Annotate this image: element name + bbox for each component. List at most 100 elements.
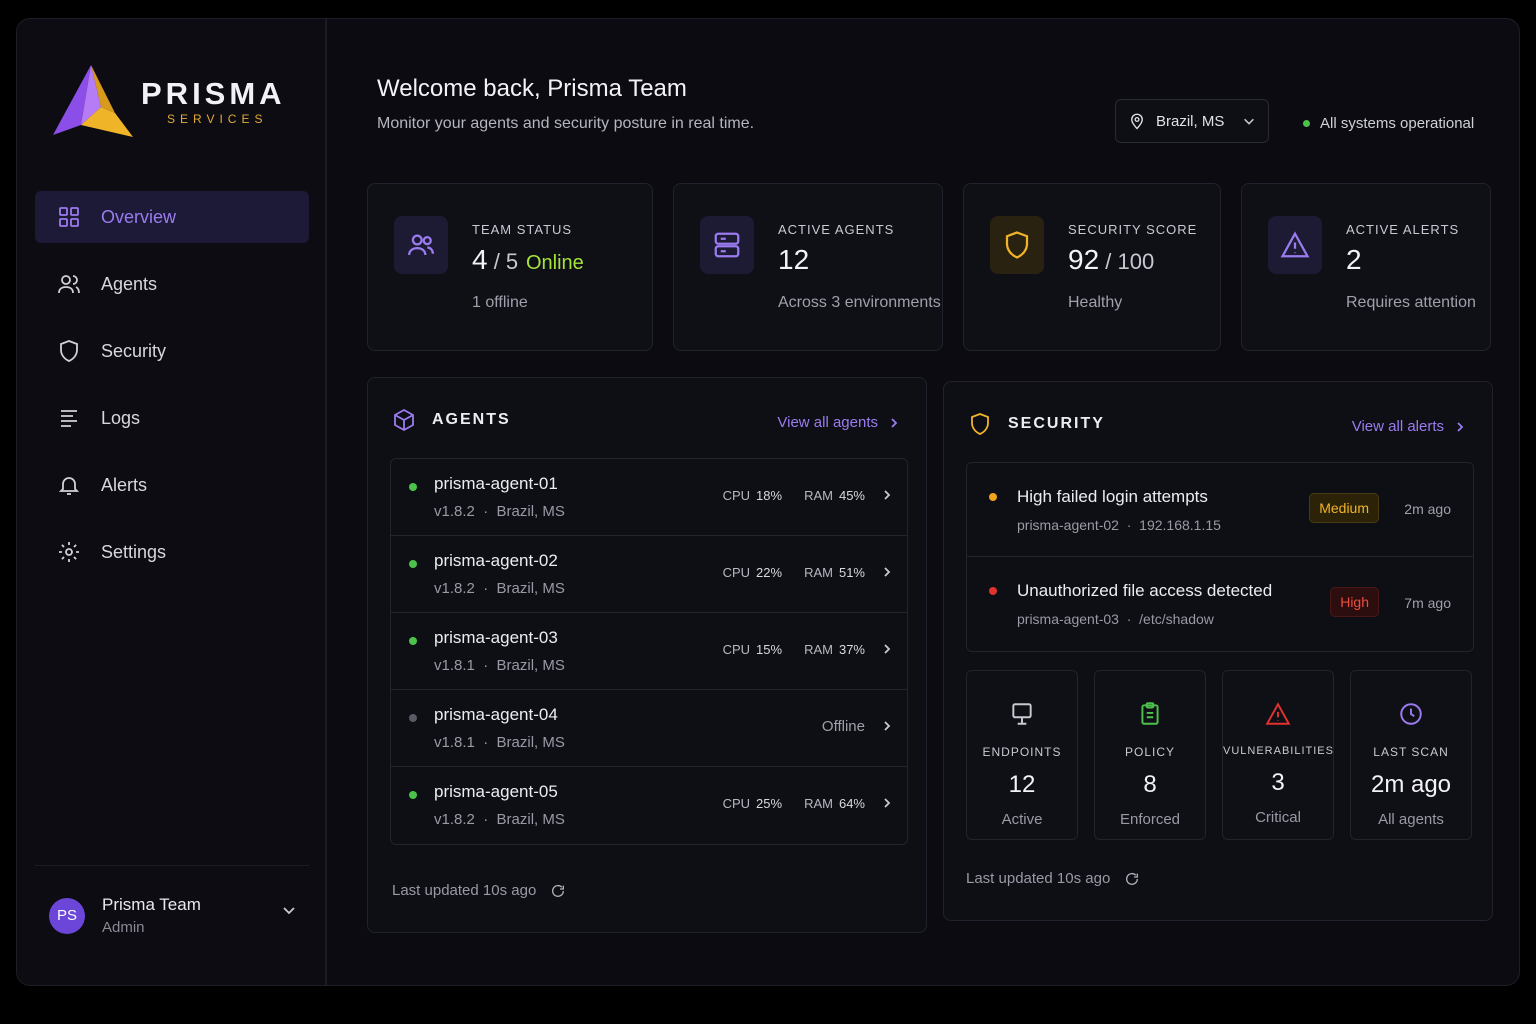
sidebar-item-logs[interactable]: Logs [35, 392, 309, 444]
brand-name: PRISMA [141, 76, 286, 111]
alert-meta: prisma-agent-03 · /etc/shadow [1017, 611, 1214, 627]
list-item[interactable]: High failed login attempts prisma-agent-… [967, 463, 1473, 557]
metric-subtext: Enforced [1119, 811, 1181, 828]
stat-value: 92 / 100 [1068, 244, 1155, 275]
active-alerts-card[interactable]: ACTIVE ALERTS 2 Requires attention [1241, 183, 1491, 351]
metric-value: 8 [1143, 771, 1157, 798]
sidebar-item-alerts[interactable]: Alerts [35, 459, 309, 511]
metric-label: LAST SCAN [1373, 745, 1449, 759]
table-row[interactable]: prisma-agent-05 v1.8.2 · Brazil, MS CPU 2… [391, 767, 907, 844]
agent-meta: v1.8.2 · Brazil, MS [434, 811, 565, 828]
severity-badge: High [1330, 587, 1379, 617]
location-select[interactable]: Brazil, MS [1115, 99, 1269, 143]
agent-metrics: CPU 18% RAM 45% [722, 488, 865, 503]
sidebar-item-label: Agents [101, 273, 158, 294]
alert-time: 2m ago [1404, 501, 1451, 517]
sidebar-item-overview[interactable]: Overview [35, 191, 309, 243]
shield-icon [968, 412, 992, 436]
metric-label: ENDPOINTS [982, 745, 1062, 759]
list-item[interactable]: Unauthorized file access detected prisma… [967, 557, 1473, 651]
agent-meta: v1.8.2 · Brazil, MS [434, 503, 565, 520]
agent-metrics: CPU 22% RAM 51% [722, 565, 865, 580]
last-updated-text: Last updated 10s ago [392, 882, 537, 899]
chevron-down-icon [1242, 114, 1256, 132]
metric-value: 3 [1271, 769, 1285, 796]
alert-title: Unauthorized file access detected [1017, 581, 1273, 600]
brand-logo[interactable]: PRISMA SERVICES [51, 63, 286, 141]
refresh-icon[interactable] [550, 883, 566, 899]
agent-meta: v1.8.2 · Brazil, MS [434, 580, 565, 597]
status-dot [409, 637, 417, 645]
status-dot [1303, 120, 1310, 127]
main-content: Welcome back, Prisma Team Monitor your a… [329, 19, 1519, 985]
user-menu[interactable]: PS Prisma Team Admin [35, 865, 309, 965]
clock-icon [1351, 701, 1471, 727]
grid-icon [57, 205, 81, 229]
policy-card[interactable]: POLICY 8 Enforced [1094, 670, 1206, 840]
last-scan-card[interactable]: LAST SCAN 2m ago All agents [1350, 670, 1472, 840]
table-row[interactable]: prisma-agent-01 v1.8.2 · Brazil, MS CPU 1… [391, 459, 907, 536]
team-status-card[interactable]: TEAM STATUS 4 / 5 Online 1 offline [367, 183, 653, 351]
agent-name: prisma-agent-04 [434, 705, 558, 724]
warning-icon [1223, 701, 1333, 727]
sidebar: PRISMA SERVICES Overview Agents [17, 19, 327, 985]
chevron-right-icon [881, 642, 893, 660]
sidebar-item-settings[interactable]: Settings [35, 526, 309, 578]
agent-metrics: CPU 25% RAM 64% [722, 796, 865, 811]
agent-metrics: CPU 15% RAM 37% [722, 642, 865, 657]
severity-dot [989, 493, 997, 501]
user-name: Prisma Team [102, 895, 201, 914]
bell-icon [57, 473, 81, 497]
agent-name: prisma-agent-02 [434, 551, 558, 570]
sidebar-item-label: Alerts [101, 474, 148, 495]
active-agents-card[interactable]: ACTIVE AGENTS 12 Across 3 environments [673, 183, 943, 351]
sidebar-item-label: Overview [101, 206, 177, 227]
brand-tagline: SERVICES [167, 112, 268, 126]
sidebar-item-agents[interactable]: Agents [35, 258, 309, 310]
page-header: Welcome back, Prisma Team Monitor your a… [377, 75, 754, 133]
shield-icon [990, 216, 1044, 274]
metric-label: POLICY [1124, 745, 1175, 759]
offline-label: Offline [821, 718, 865, 735]
system-status-text: All systems operational [1320, 115, 1475, 132]
metric-label: VULNERABILITIES [1223, 745, 1334, 757]
agent-name: prisma-agent-05 [434, 782, 558, 801]
security-score-card[interactable]: SECURITY SCORE 92 / 100 Healthy [963, 183, 1221, 351]
system-status: All systems operational [1303, 115, 1474, 132]
chevron-right-icon [891, 417, 898, 428]
chevron-right-icon [881, 796, 893, 814]
team-online-count: 4 [472, 244, 488, 275]
alert-time: 7m ago [1404, 595, 1451, 611]
alert-title: High failed login attempts [1017, 487, 1208, 506]
panel-title: SECURITY [1008, 415, 1105, 432]
severity-dot [989, 587, 997, 595]
stat-label: ACTIVE AGENTS [778, 222, 895, 237]
location-value: Brazil, MS [1156, 112, 1225, 130]
agents-panel: AGENTS View all agents prisma-agent-01 v… [367, 377, 927, 933]
table-row[interactable]: prisma-agent-04 v1.8.1 · Brazil, MS Offl… [391, 690, 907, 767]
page-subtitle: Monitor your agents and security posture… [377, 115, 755, 132]
monitor-icon [967, 701, 1077, 727]
stat-value: 12 [778, 244, 810, 275]
stat-subtext: Healthy [1068, 294, 1123, 311]
sidebar-item-security[interactable]: Security [35, 325, 309, 377]
panel-title: AGENTS [432, 411, 511, 428]
agent-meta: v1.8.1 · Brazil, MS [434, 657, 565, 674]
sidebar-item-label: Security [101, 340, 167, 361]
refresh-icon[interactable] [1124, 871, 1140, 887]
table-row[interactable]: prisma-agent-02 v1.8.2 · Brazil, MS CPU 2… [391, 536, 907, 613]
alert-meta: prisma-agent-02 · 192.168.1.15 [1017, 517, 1221, 533]
shield-icon [57, 339, 81, 363]
view-all-agents-link[interactable]: View all agents [777, 414, 900, 431]
chevron-down-icon[interactable] [281, 902, 297, 923]
avatar: PS [49, 897, 85, 934]
endpoints-card[interactable]: ENDPOINTS 12 Active [966, 670, 1078, 840]
view-all-alerts-link[interactable]: View all alerts [1352, 418, 1466, 435]
vulnerabilities-card[interactable]: VULNERABILITIES 3 Critical [1222, 670, 1334, 840]
cube-icon [392, 408, 416, 432]
alert-list: High failed login attempts prisma-agent-… [966, 462, 1474, 652]
link-label: View all agents [777, 414, 878, 431]
metric-value: 2m ago [1370, 771, 1452, 798]
table-row[interactable]: prisma-agent-03 v1.8.1 · Brazil, MS CPU 1… [391, 613, 907, 690]
chevron-right-icon [881, 719, 893, 737]
